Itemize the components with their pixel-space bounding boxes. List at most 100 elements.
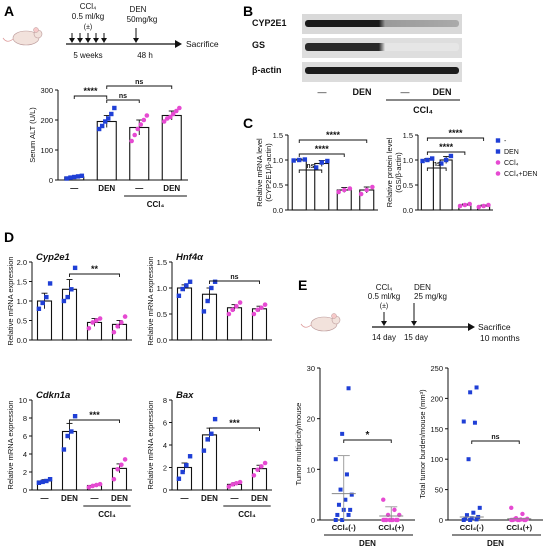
group-label: CCl₄ xyxy=(238,510,256,519)
data-point xyxy=(472,420,477,425)
a-dose-1-sign: (±) xyxy=(84,24,93,31)
data-point xyxy=(513,515,519,521)
significance-label: *** xyxy=(229,418,240,428)
x-tick-label: CCl₄(-) xyxy=(460,523,484,532)
data-point xyxy=(111,329,117,335)
x-tick-label: DEN xyxy=(111,494,128,503)
chart-e-burden: 0 50 100 150 200 250 Total tumor burden/mouse … xyxy=(418,364,543,548)
data-point xyxy=(40,479,45,485)
significance-bracket xyxy=(426,151,466,155)
y-axis-label: Total tumor burden/mouse (mm³) xyxy=(418,389,427,499)
data-point xyxy=(234,480,239,486)
y-tick-label: 6 xyxy=(23,432,27,441)
chart-c-protein: 0.0 0.5 1.0 1.5 Relative protein level (GS/β-… xyxy=(385,128,537,215)
y-tick-label: 0 xyxy=(439,516,443,525)
data-point xyxy=(44,294,49,300)
data-point xyxy=(69,287,74,292)
a-dose-2: 50mg/kg xyxy=(127,15,158,24)
data-point xyxy=(469,516,474,521)
legend-label: CCl₄ xyxy=(504,160,519,167)
data-point xyxy=(251,473,257,478)
data-point xyxy=(47,477,53,482)
data-point xyxy=(106,116,111,121)
significance-label: ns xyxy=(491,434,499,441)
data-point xyxy=(205,298,210,304)
data-point xyxy=(174,108,179,114)
bar xyxy=(201,434,218,491)
y-tick-label: 20 xyxy=(307,415,315,424)
data-point xyxy=(262,302,268,307)
panel-e: E CCl₄ 0.5 ml/kg (±) 14 day DEN 25 mg/kg… xyxy=(298,277,520,343)
significance-label: ns xyxy=(433,161,441,168)
x-tick-label: — xyxy=(70,184,78,193)
significance-label: **** xyxy=(315,144,330,154)
y-tick-label: 0 xyxy=(23,486,27,495)
data-point xyxy=(340,431,345,436)
significance-bracket xyxy=(471,440,520,444)
y-tick-label: 1.5 xyxy=(273,131,283,140)
data-point xyxy=(119,320,124,325)
significance-label: **** xyxy=(83,86,98,96)
significance-bracket xyxy=(298,169,323,173)
data-point xyxy=(385,512,391,518)
data-point xyxy=(86,326,92,331)
significance-label: **** xyxy=(439,142,454,152)
y-tick-label: 200 xyxy=(40,116,53,125)
y-axis-label: Serum ALT (U/L) xyxy=(28,107,37,163)
significance-label: **** xyxy=(448,128,463,138)
data-point xyxy=(461,419,466,424)
blot-lane-3: — xyxy=(401,87,410,97)
mouse-icon xyxy=(300,313,341,332)
blot-label-gs: GS xyxy=(252,40,265,50)
data-point xyxy=(119,462,124,468)
y-tick-label: 300 xyxy=(40,86,53,95)
mouse-icon xyxy=(2,27,43,46)
data-point xyxy=(466,457,471,462)
data-point xyxy=(420,158,425,164)
panel-letter-d: D xyxy=(4,229,14,245)
data-point xyxy=(112,105,117,111)
y-axis-label: Relative mRNA expression xyxy=(6,256,15,345)
e-dose-2: 25 mg/kg xyxy=(414,292,447,301)
data-point xyxy=(209,431,214,436)
y-tick-label: 1.5 xyxy=(17,278,27,287)
significance-bracket xyxy=(298,153,345,157)
data-point xyxy=(474,385,479,390)
y-tick-label: 0.5 xyxy=(273,181,283,190)
y-tick-label: 0 xyxy=(49,176,53,185)
data-point xyxy=(471,510,476,515)
e-dose-1-sign: (±) xyxy=(380,303,389,310)
data-point xyxy=(237,479,243,485)
significance-label: ns xyxy=(119,93,127,100)
y-tick-label: 30 xyxy=(307,364,315,373)
data-point xyxy=(111,476,117,482)
data-point xyxy=(313,165,319,170)
significance-bracket xyxy=(69,273,120,277)
y-axis-label: Relative mRNA level xyxy=(255,138,264,207)
data-point xyxy=(161,119,167,124)
panel-letter-e: E xyxy=(298,277,307,293)
data-point xyxy=(69,429,74,434)
data-point xyxy=(94,318,99,323)
data-point xyxy=(109,111,114,117)
data-point xyxy=(79,173,85,178)
data-point xyxy=(457,203,463,209)
data-point xyxy=(336,189,341,195)
data-point xyxy=(464,513,469,518)
data-point xyxy=(129,138,134,144)
data-point xyxy=(86,485,92,490)
data-point xyxy=(68,175,73,180)
group-label: CCl₄ xyxy=(147,200,165,209)
significance-label: ns xyxy=(135,79,143,86)
data-point xyxy=(474,517,479,522)
y-tick-label: 1.0 xyxy=(157,284,167,293)
data-point xyxy=(90,320,95,325)
bar xyxy=(61,430,78,491)
significance-bracket xyxy=(73,95,108,99)
significance-label: ** xyxy=(91,264,99,274)
data-point xyxy=(122,314,128,319)
data-point xyxy=(397,512,402,518)
data-point xyxy=(495,160,501,165)
y-tick-label: 100 xyxy=(430,455,443,464)
significance-label: *** xyxy=(89,410,100,420)
